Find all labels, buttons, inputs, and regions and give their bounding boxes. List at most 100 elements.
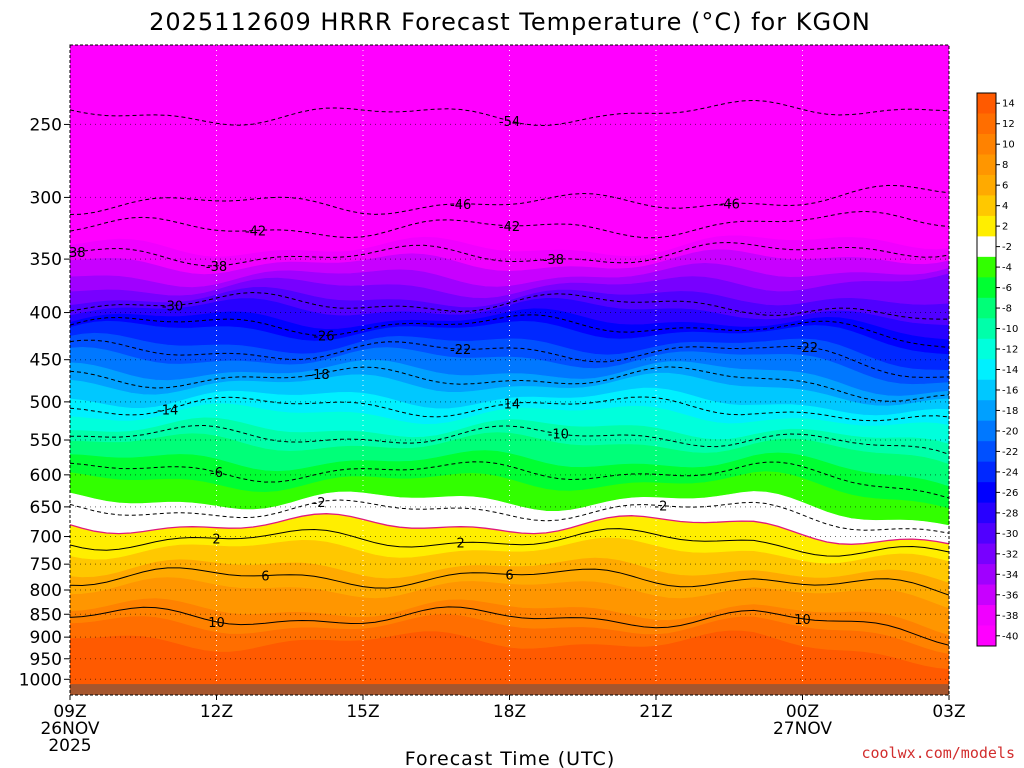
y-tick-label: 950	[30, 650, 62, 670]
colorbar-swatch	[977, 461, 996, 483]
y-tick-label: 550	[30, 431, 62, 451]
colorbar-label: 2	[1002, 222, 1008, 233]
colorbar-label: -8	[1002, 304, 1012, 315]
colorbar-swatch	[977, 318, 996, 340]
contour-label: -38	[543, 253, 564, 268]
contour-line	[70, 567, 949, 596]
contour-line	[70, 291, 949, 320]
contour-label: -26	[313, 330, 334, 345]
colorbar-label: -36	[1002, 590, 1018, 601]
y-tick-label: 600	[30, 466, 62, 486]
colorbar-swatch	[977, 215, 996, 237]
contour-label: -54	[499, 115, 520, 130]
colorbar-label: -14	[1002, 365, 1018, 376]
x-tick-label: 15Z	[346, 702, 379, 722]
contour-label: -6	[210, 466, 223, 481]
contour-line	[70, 210, 949, 239]
temperature-contours	[70, 99, 949, 646]
colorbar-label: -40	[1002, 631, 1018, 642]
contour-line	[70, 424, 949, 455]
temperature-fill	[70, 45, 949, 695]
y-tick-label: 850	[30, 605, 62, 625]
colorbar-swatch	[977, 564, 996, 586]
colorbar-label: -20	[1002, 426, 1018, 437]
contour-line	[70, 339, 949, 378]
contour-line	[70, 606, 949, 646]
contour-label: -14	[499, 397, 520, 412]
contour-label: -18	[308, 368, 329, 383]
colorbar-label: -18	[1002, 406, 1018, 417]
colorbar-swatch	[977, 277, 996, 299]
colorbar-swatch	[977, 543, 996, 565]
colorbar-label: 14	[1002, 99, 1015, 110]
chart-title: 2025112609 HRRR Forecast Temperature (°C…	[149, 8, 871, 36]
x-tick-label: 2025	[48, 736, 91, 756]
contour-label: -10	[548, 428, 569, 443]
colorbar-swatch	[977, 605, 996, 627]
colorbar-swatch	[977, 113, 996, 135]
y-tick-label: 500	[30, 393, 62, 413]
colorbar-label: -4	[1002, 263, 1012, 274]
y-tick-label: 800	[30, 581, 62, 601]
x-tick-label: 18Z	[493, 702, 526, 722]
y-tick-label: 350	[30, 250, 62, 270]
colorbar-label: -22	[1002, 447, 1018, 458]
x-tick-label: 09Z	[53, 702, 86, 722]
contour-line	[70, 499, 949, 534]
colorbar-label: 6	[1002, 181, 1008, 192]
colorbar-label: -24	[1002, 467, 1018, 478]
contour-label: -22	[450, 343, 471, 358]
contour-label: -46	[719, 198, 740, 213]
x-tick-label: 21Z	[639, 702, 672, 722]
colorbar-label: -34	[1002, 570, 1018, 581]
contour-line	[70, 366, 949, 402]
colorbar-swatch	[977, 359, 996, 381]
y-tick-label: 700	[30, 528, 62, 548]
x-tick-label: 00Z	[786, 702, 819, 722]
credit-text[interactable]: coolwx.com/models	[861, 744, 1015, 762]
colorbar-swatch	[977, 482, 996, 504]
y-tick-label: 300	[30, 188, 62, 208]
colorbar-label: -16	[1002, 385, 1018, 396]
contour-line	[70, 528, 949, 557]
colorbar: 14 12 10 8 6 4 2 -2 -4 -6 -8 -10 -12 -14 -16 -18 -20 -22 -…	[976, 92, 1018, 647]
colorbar-swatch	[977, 502, 996, 524]
colorbar-label: -26	[1002, 488, 1018, 499]
colorbar-label: -28	[1002, 508, 1018, 519]
colorbar-swatch	[977, 154, 996, 176]
colorbar-swatch	[977, 400, 996, 422]
contour-label: 6	[505, 568, 513, 583]
y-tick-label: 900	[30, 628, 62, 648]
plot-area: -54-46 -46-42 -42-38-38 -38-30-26-22 -22-18-…	[70, 45, 949, 695]
colorbar-label: -2	[1002, 242, 1012, 253]
colorbar-swatch	[977, 379, 996, 401]
contour-label: 10	[208, 616, 225, 631]
y-tick-label: 650	[30, 498, 62, 518]
contour-line	[70, 184, 949, 215]
colorbar-label: 10	[1002, 140, 1015, 151]
y-tick-label: 450	[30, 351, 62, 371]
y-tick-label: 1000	[19, 670, 62, 690]
colorbar-swatch	[977, 584, 996, 606]
contour-label: -2	[313, 496, 326, 511]
contour-label: 6	[261, 570, 269, 585]
colorbar-swatch	[977, 523, 996, 545]
contour-label: 10	[794, 613, 811, 628]
colorbar-swatch	[977, 133, 996, 155]
temp-band	[70, 630, 949, 695]
contour-line	[70, 241, 949, 267]
colorbar-swatch	[977, 441, 996, 463]
y-tick-label: 750	[30, 555, 62, 575]
contour-label: -22	[797, 341, 818, 356]
colorbar-label: 12	[1002, 119, 1015, 130]
contour-label: -2	[654, 500, 667, 515]
colorbar-swatch	[977, 625, 996, 647]
contour-label: 2	[457, 536, 465, 551]
colorbar-swatch	[977, 236, 996, 258]
ground-surface	[70, 684, 949, 695]
colorbar-label: 4	[1002, 201, 1008, 212]
vertical-gridlines	[216, 45, 803, 695]
contour-label: -30	[162, 300, 183, 315]
